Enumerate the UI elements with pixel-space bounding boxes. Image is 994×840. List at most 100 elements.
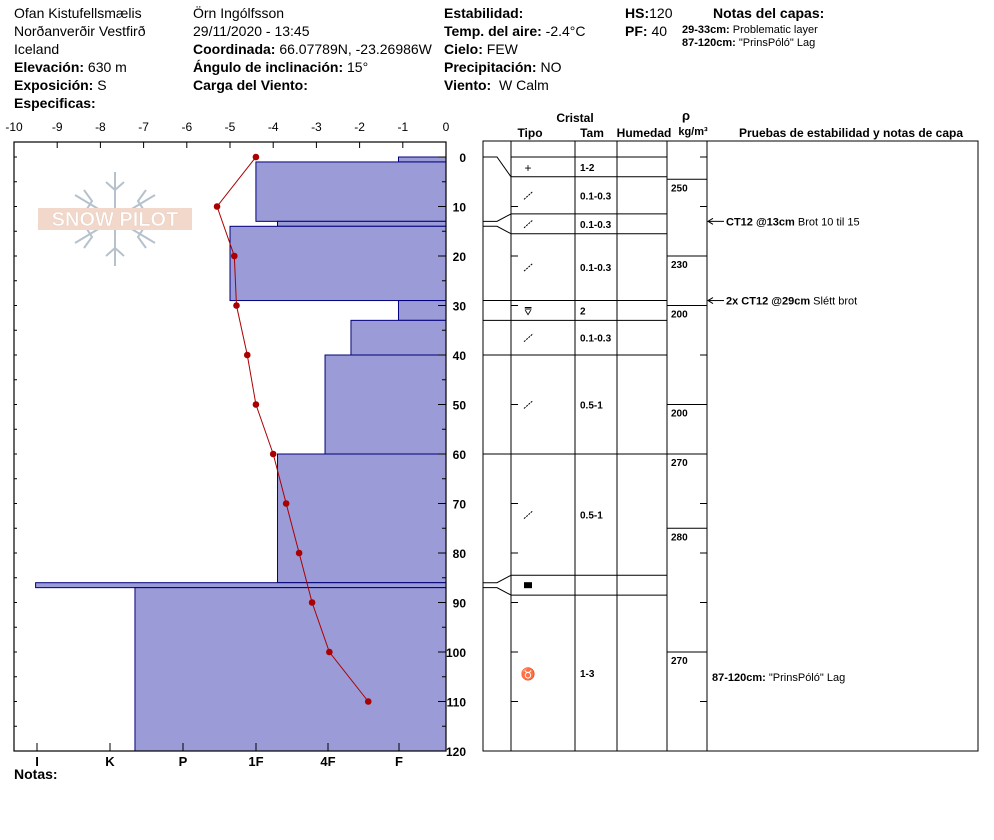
watermark-text: SNOW PILOT: [52, 209, 179, 231]
density-value-0: 250: [671, 183, 688, 194]
region-name: Norðanverðir Vestfirð: [14, 23, 146, 39]
layer-grain-icon-6: [523, 400, 534, 409]
wind-label: Viento:: [444, 77, 492, 93]
layer-size-2: 0.1-0.3: [580, 220, 612, 231]
pf-row: PF: 40: [625, 22, 667, 40]
density-value-2: 200: [671, 310, 688, 321]
temp-tick-label-1: -9: [52, 120, 63, 134]
depth-label-1: 10: [453, 201, 467, 215]
hardness-bar-5: [350, 319, 447, 356]
hardness-bar-1: [255, 161, 447, 222]
air-temp-value: -2.4°C: [545, 23, 586, 39]
depth-label-4: 40: [453, 349, 467, 363]
slope-row: Ángulo de inclinación: 15°: [193, 58, 368, 76]
hardness-bar-4: [397, 300, 447, 321]
depth-label-2: 20: [453, 250, 467, 264]
layer-note-2: 87-120cm: "PrinsPóló" Lag: [682, 37, 815, 50]
table-layer-note-range-0: 87-120cm:: [712, 672, 766, 684]
test-note-1: Slétt brot: [810, 296, 857, 308]
coordinate-row: Coordinada: 66.07789N, -23.26986W: [193, 40, 432, 58]
layer-size-7: 0.5-1: [580, 511, 603, 522]
snowpilot-watermark: SNOW PILOT: [38, 172, 192, 266]
hardness-tick-label-1: K: [105, 754, 115, 769]
notes-label: Notas:: [14, 766, 58, 782]
density-unit: kg/m³: [678, 126, 708, 138]
moisture-header: Humedad: [617, 126, 672, 140]
layer-grain-icon-5: [523, 333, 534, 343]
test-arrow-icon-1: [707, 297, 714, 304]
hardness-bar-8: [35, 582, 447, 589]
hardness-tick-label-0: I: [35, 754, 39, 769]
test-code-1: 2x CT12 @29cm: [726, 296, 810, 308]
pf-label: PF:: [625, 23, 648, 39]
stability-label: Estabilidad:: [444, 5, 524, 21]
hardness-tick-label-2: P: [179, 754, 188, 769]
temp-tick-label-4: -6: [181, 120, 192, 134]
density-value-4: 270: [671, 458, 688, 469]
density-value-1: 230: [671, 260, 688, 271]
layer-table-frame: [482, 140, 979, 752]
pf-value: 40: [651, 23, 668, 39]
layer-size-9: 1-3: [580, 669, 595, 680]
depth-label-6: 60: [453, 448, 467, 462]
layer-connector-0: [483, 156, 512, 178]
density-value-3: 200: [671, 409, 688, 420]
wind-value: W Calm: [498, 77, 549, 93]
temp-tick-label-8: -2: [354, 120, 365, 134]
temperature-point-7: [282, 500, 290, 507]
crystal-header: Cristal: [556, 111, 593, 125]
layer-connector-8: [483, 587, 512, 596]
aspect-row: Exposición: S: [14, 76, 107, 94]
elevation-value: 630 m: [87, 59, 127, 75]
depth-label-8: 80: [453, 547, 467, 561]
temperature-point-10: [326, 648, 333, 656]
temp-tick-label-3: -7: [138, 120, 149, 134]
temperature-point-1: [213, 203, 221, 210]
hardness-bar-3: [229, 225, 447, 302]
layer-connector-1: [483, 213, 512, 222]
sky-label: Cielo:: [444, 41, 483, 57]
test-result-0: CT12 @13cm Brot 10 til 15: [726, 216, 860, 228]
wind-load-label: Carga del Viento:: [193, 77, 308, 93]
layer-grain-icon-9: ♉: [521, 667, 536, 681]
layer-size-0: 1-2: [580, 163, 595, 174]
hs-label: HS:: [625, 5, 650, 21]
layer-size-3: 0.1-0.3: [580, 263, 612, 274]
layer-grain-icon-3: [523, 262, 534, 272]
specifics-label: Especificas:: [14, 95, 96, 111]
layer-size-1: 0.1-0.3: [580, 191, 612, 202]
observer-name: Örn Ingólfsson: [193, 5, 285, 21]
temp-tick-label-10: 0: [443, 120, 450, 134]
depth-label-11: 110: [447, 696, 467, 710]
hardness-bar-9: [134, 587, 447, 752]
size-header: Tam: [580, 126, 604, 140]
layer-note-1-text: Problematic layer: [732, 24, 818, 36]
layer-grain-icon-2: [523, 219, 534, 229]
temperature-point-5: [252, 401, 260, 408]
tests-header: Pruebas de estabilidad y notas de capa: [739, 126, 963, 140]
temperature-point-0: [252, 153, 260, 161]
layer-grain-icon-8: [524, 582, 532, 589]
temperature-point-3: [233, 302, 240, 309]
hardness-tick-label-4: 4F: [320, 754, 335, 769]
air-temp-label: Temp. del aire:: [444, 23, 542, 39]
coordinate-value: 66.07789N, -23.26986W: [279, 41, 432, 57]
layer-note-2-range: 87-120cm:: [682, 37, 736, 49]
density-symbol: ρ: [682, 108, 690, 123]
layer-size-4: 2: [580, 306, 586, 317]
precip-row: Precipitación: NO: [444, 58, 561, 76]
test-note-0: Brot 10 til 15: [795, 216, 860, 228]
type-header: Tipo: [517, 126, 542, 140]
precip-value: NO: [540, 59, 562, 75]
temp-tick-label-0: -10: [5, 120, 23, 134]
observation-datetime: 29/11/2020 - 13:45: [193, 23, 310, 39]
layer-connector-2: [483, 225, 512, 235]
air-temp-row: Temp. del aire: -2.4°C: [444, 22, 586, 40]
precip-label: Precipitación:: [444, 59, 537, 75]
coordinate-label: Coordinada:: [193, 41, 276, 57]
sky-row: Cielo: FEW: [444, 40, 518, 58]
test-code-0: CT12 @13cm: [726, 216, 795, 228]
depth-label-0: 0: [459, 151, 466, 165]
temperature-line: [216, 156, 369, 702]
